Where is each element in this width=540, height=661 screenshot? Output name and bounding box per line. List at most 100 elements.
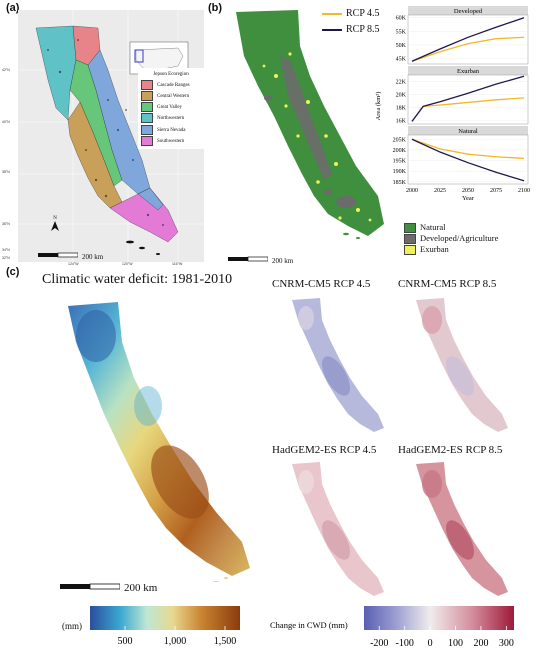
colorbar-gradient bbox=[364, 606, 514, 630]
y-tick-label: 200K bbox=[393, 148, 407, 154]
ecoregion-southwestern bbox=[109, 187, 179, 243]
rcp-legend-item: RCP 8.5 bbox=[322, 22, 380, 38]
x-axis-label: Year bbox=[462, 195, 475, 202]
legend-swatch bbox=[141, 102, 153, 113]
y-tick-label: 45K bbox=[396, 57, 407, 63]
legend-label: Cascade Ranges bbox=[157, 83, 190, 89]
y-tick-label: 16K bbox=[396, 119, 407, 125]
landcover-legend: Natural Developed/Agriculture Exurban bbox=[404, 222, 499, 256]
lat-tick: 40°N bbox=[2, 120, 10, 124]
legend-label: Sierra Nevada bbox=[157, 127, 186, 133]
lat-tick: 38°N bbox=[2, 170, 10, 174]
north-arrow: N bbox=[50, 216, 60, 233]
rcp-legend-label: RCP 4.5 bbox=[346, 8, 380, 19]
legend-item: Great Valley bbox=[141, 102, 201, 113]
y-tick-label: 20K bbox=[396, 93, 407, 99]
landcover-legend-label: Natural bbox=[420, 222, 446, 232]
legend-swatch bbox=[141, 80, 153, 90]
small-map-title: HadGEM2-ES RCP 8.5 bbox=[398, 444, 503, 456]
colorbar-tick-label: 0 bbox=[428, 638, 433, 649]
colorbar-tick-label: 100 bbox=[448, 638, 463, 649]
panel-b-scale-bar: 200 km bbox=[228, 250, 293, 268]
small-map-cnrm-45 bbox=[292, 298, 384, 432]
series-line-rcp85 bbox=[411, 17, 525, 62]
lon-tick: 116°W bbox=[172, 262, 183, 266]
legend-item: Central Western bbox=[141, 91, 201, 102]
y-tick-label: 60K bbox=[396, 16, 407, 22]
x-tick-label: 2100 bbox=[518, 188, 530, 194]
legend-swatch bbox=[141, 91, 153, 102]
legend-item: Northwestern bbox=[141, 113, 201, 124]
y-tick-label: 22K bbox=[396, 80, 407, 86]
scale-bar-icon bbox=[60, 583, 121, 590]
lat-tick: 34°N bbox=[2, 248, 10, 252]
ecoregion-legend: Jepson Ecoregion Cascade Ranges Central W… bbox=[138, 68, 204, 149]
small-map-hadgem-45 bbox=[292, 462, 384, 596]
colorbar-tick-label: 1,500 bbox=[214, 636, 237, 647]
y-tick-label: 195K bbox=[393, 159, 407, 165]
small-map-title: CNRM-CM5 RCP 4.5 bbox=[272, 278, 371, 290]
panel-c-main-title: Climatic water deficit: 1981-2010 bbox=[42, 272, 233, 287]
legend-label: Great Valley bbox=[157, 105, 183, 111]
legend-swatch bbox=[141, 113, 153, 124]
y-tick-label: 18K bbox=[396, 106, 407, 112]
x-tick-label: 2075 bbox=[490, 188, 502, 194]
landcover-legend-label: Developed/Agriculture bbox=[420, 233, 499, 244]
legend-item: Cascade Ranges bbox=[141, 80, 201, 91]
panel-c-scale-bar: 200 km bbox=[60, 578, 157, 596]
panel-a-lat-ticks: 42°N 40°N 38°N 36°N 34°N 32°N bbox=[2, 0, 18, 262]
landcover-legend-label: Exurban bbox=[420, 244, 449, 255]
small-map-cnrm-85 bbox=[416, 298, 508, 432]
facet-strip bbox=[408, 126, 528, 135]
scale-label: 200 km bbox=[272, 257, 294, 265]
y-tick-label: 50K bbox=[396, 43, 407, 49]
x-tick-label: 2025 bbox=[434, 188, 446, 194]
facet-strip bbox=[408, 6, 528, 15]
colorbar-gradient bbox=[90, 606, 240, 630]
scale-label: 200 km bbox=[82, 253, 104, 261]
rcp-legend: RCP 4.5 RCP 8.5 bbox=[322, 6, 380, 38]
legend-label: Southwestern bbox=[157, 138, 185, 144]
legend-swatch bbox=[404, 234, 416, 245]
colorbar-tick-label: -200 bbox=[370, 638, 388, 649]
legend-label: Northwestern bbox=[157, 116, 185, 122]
panel-a-letter: (a) bbox=[6, 2, 20, 14]
legend-line-icon bbox=[322, 12, 342, 15]
legend-label: Central Western bbox=[157, 94, 190, 100]
rcp-legend-label: RCP 8.5 bbox=[346, 24, 380, 35]
landcover-legend-item: Developed/Agriculture bbox=[404, 233, 499, 245]
panel-a-scale-bar: 200 km bbox=[38, 246, 103, 264]
lon-tick: 120°W bbox=[122, 262, 133, 266]
y-tick-label: 205K bbox=[393, 137, 407, 143]
plot-area bbox=[407, 74, 529, 125]
legend-item: Sierra Nevada bbox=[141, 124, 201, 136]
north-label: N bbox=[53, 216, 57, 221]
series-line-rcp85 bbox=[411, 75, 525, 122]
scale-label: 200 km bbox=[124, 582, 158, 594]
y-tick-label: 55K bbox=[396, 29, 407, 35]
cwd-baseline-map bbox=[68, 302, 250, 582]
legend-swatch bbox=[404, 223, 416, 234]
y-tick-label: 185K bbox=[393, 180, 407, 186]
facet-title: Natural bbox=[458, 128, 478, 135]
panel-b-line-charts: Developed 45K 50K 55K 60K Exurban 16K 18K 20K 22K… bbox=[375, 6, 530, 202]
panel-b-letter: (b) bbox=[208, 2, 223, 14]
legend-title: Jepson Ecoregion bbox=[153, 72, 189, 77]
facet-title: Exurban bbox=[457, 68, 480, 75]
legend-item: Southwestern bbox=[141, 135, 201, 147]
scale-bar-icon bbox=[228, 256, 269, 262]
colorbar-label: Change in CWD (mm) bbox=[270, 620, 348, 630]
series-line-rcp45 bbox=[411, 36, 525, 62]
cwd-colorbar-unit: (mm) bbox=[62, 621, 82, 631]
lat-tick: 32°N bbox=[2, 256, 10, 260]
rcp-legend-item: RCP 4.5 bbox=[322, 6, 380, 22]
colorbar-tick-label: -100 bbox=[396, 638, 414, 649]
facet-title: Developed bbox=[454, 8, 483, 15]
landcover-legend-item: Natural bbox=[404, 222, 498, 234]
lat-tick: 42°N bbox=[2, 68, 10, 72]
y-axis-label: Area (km²) bbox=[375, 92, 382, 121]
colorbar-tick-label: 500 bbox=[118, 636, 133, 647]
small-map-title: HadGEM2-ES RCP 4.5 bbox=[272, 444, 377, 456]
panel-b-landcover-map bbox=[236, 10, 384, 239]
cwd-colorbar: 500 1,000 1,500 bbox=[90, 606, 240, 647]
